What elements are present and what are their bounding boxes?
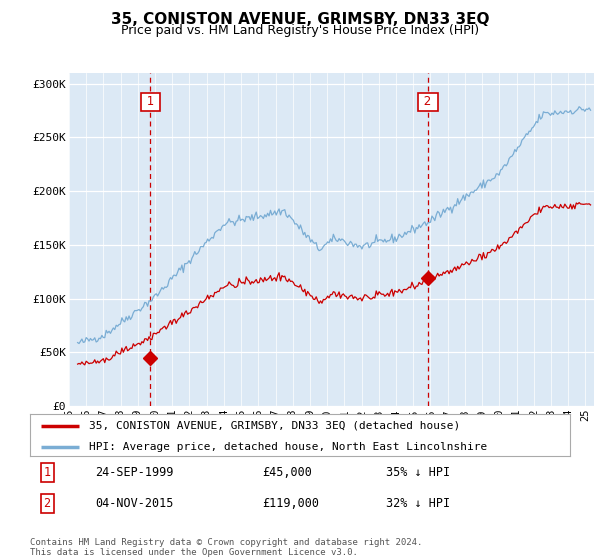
Text: 2: 2 xyxy=(44,497,50,510)
Text: 35% ↓ HPI: 35% ↓ HPI xyxy=(386,465,451,479)
Text: 32% ↓ HPI: 32% ↓ HPI xyxy=(386,497,451,510)
Text: 04-NOV-2015: 04-NOV-2015 xyxy=(95,497,173,510)
Text: 2: 2 xyxy=(420,95,435,108)
Text: 1: 1 xyxy=(143,95,158,108)
Text: 24-SEP-1999: 24-SEP-1999 xyxy=(95,465,173,479)
Text: £119,000: £119,000 xyxy=(262,497,319,510)
Text: £45,000: £45,000 xyxy=(262,465,312,479)
Text: Price paid vs. HM Land Registry's House Price Index (HPI): Price paid vs. HM Land Registry's House … xyxy=(121,24,479,36)
Text: 35, CONISTON AVENUE, GRIMSBY, DN33 3EQ (detached house): 35, CONISTON AVENUE, GRIMSBY, DN33 3EQ (… xyxy=(89,421,461,431)
Text: 35, CONISTON AVENUE, GRIMSBY, DN33 3EQ: 35, CONISTON AVENUE, GRIMSBY, DN33 3EQ xyxy=(111,12,489,27)
Text: Contains HM Land Registry data © Crown copyright and database right 2024.
This d: Contains HM Land Registry data © Crown c… xyxy=(30,538,422,557)
Text: HPI: Average price, detached house, North East Lincolnshire: HPI: Average price, detached house, Nort… xyxy=(89,442,488,452)
Text: 1: 1 xyxy=(44,465,50,479)
